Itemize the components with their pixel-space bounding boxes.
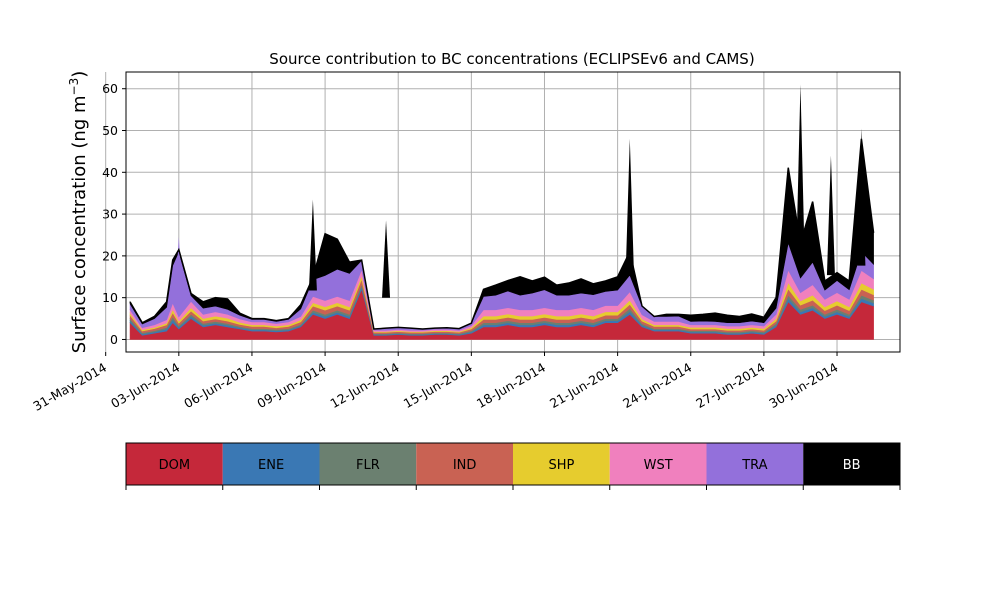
x-tick-label: 12-Jun-2014 xyxy=(328,360,402,411)
legend-swatch-dom xyxy=(126,443,223,485)
legend-swatch-bb xyxy=(803,443,900,485)
x-tick-label: 09-Jun-2014 xyxy=(254,360,328,411)
y-axis-label-superscript: −3 xyxy=(67,78,81,96)
y-axis-label: Surface concentration (ng m−3) xyxy=(67,71,90,354)
x-tick-label: 31-May-2014 xyxy=(30,360,109,414)
y-axis-label-close: ) xyxy=(69,71,90,78)
y-axis-label-text: Surface concentration (ng m xyxy=(69,95,90,353)
legend-swatch-tra xyxy=(706,443,804,485)
peak-spike xyxy=(625,138,634,270)
legend-label-dom: DOM xyxy=(159,458,190,473)
peak-spike xyxy=(826,155,835,276)
peak-spike xyxy=(174,237,183,304)
x-tick-label: 27-Jun-2014 xyxy=(693,360,767,411)
x-tick-label: 21-Jun-2014 xyxy=(547,360,621,411)
x-tick-label: 15-Jun-2014 xyxy=(401,360,475,411)
y-tick-label: 50 xyxy=(102,123,118,138)
x-tick-label: 18-Jun-2014 xyxy=(474,360,548,411)
peak-spike xyxy=(382,220,391,298)
x-tick-label: 24-Jun-2014 xyxy=(620,360,694,411)
plot-area: 0 10 20 30 40 50 60 31-May-201403-Jun-201406-Ju… xyxy=(30,71,901,414)
legend-label-wst: WST xyxy=(644,458,673,473)
legend-label-ene: ENE xyxy=(258,458,284,473)
x-tick-label: 30-Jun-2014 xyxy=(766,360,840,411)
y-tick-label: 20 xyxy=(102,248,118,263)
total-line xyxy=(129,138,875,330)
peak-spike xyxy=(796,84,805,251)
legend-label-shp: SHP xyxy=(548,458,574,473)
y-tick-label: 0 xyxy=(110,332,118,347)
legend-swatch-ind xyxy=(416,443,513,485)
plot-frame xyxy=(125,71,901,353)
y-tick-label: 40 xyxy=(102,165,118,180)
legend-swatch-ene xyxy=(222,443,320,485)
legend-swatch-wst xyxy=(609,443,707,485)
x-tick-label: 03-Jun-2014 xyxy=(108,360,182,411)
y-tick-label: 30 xyxy=(102,207,118,222)
legend-swatch-flr xyxy=(319,443,417,485)
legend-label-ind: IND xyxy=(453,458,477,473)
legend: DOM ENE FLR IND SHP WST TRA BB xyxy=(125,442,901,490)
y-tick-label: 10 xyxy=(102,290,118,305)
y-tick-label: 60 xyxy=(102,81,118,96)
x-tick-label: 06-Jun-2014 xyxy=(181,360,255,411)
chart-title: Source contribution to BC concentrations… xyxy=(269,50,754,68)
legend-swatch-shp xyxy=(513,443,610,485)
legend-label-bb: BB xyxy=(843,458,861,473)
peak-spike xyxy=(857,128,866,266)
legend-label-tra: TRA xyxy=(741,458,767,473)
legend-label-flr: FLR xyxy=(356,458,380,473)
